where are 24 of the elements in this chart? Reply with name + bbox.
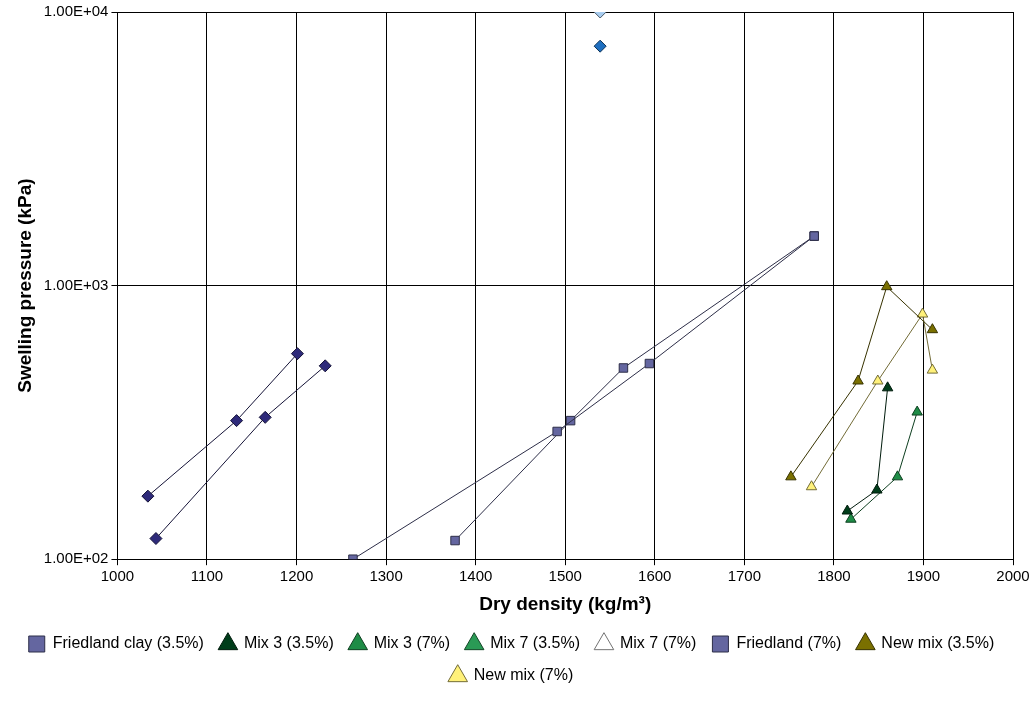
y-axis-title: Swelling pressure (kPa)	[13, 178, 35, 393]
x-tick-label: 1900	[906, 567, 941, 585]
x-tick-label: 1200	[279, 567, 314, 585]
x-tick-label: 1400	[458, 567, 493, 585]
x-tick-label: 1700	[727, 567, 762, 585]
legend-label: Mix 3 (7%)	[373, 634, 451, 652]
x-tick-label: 1500	[548, 567, 582, 585]
x-tick-label: 1000	[100, 567, 135, 585]
x-tick-label: 2000	[996, 567, 1030, 585]
legend-label: New mix (3.5%)	[881, 634, 995, 652]
x-axis-title: Dry density (kg/m³)	[479, 592, 652, 614]
legend-label: Mix 7 (3.5%)	[490, 634, 580, 652]
y-tick-label: 1.00E+02	[43, 549, 109, 567]
y-tick-label: 1.00E+03	[43, 275, 109, 293]
y-tick-label: 1.00E+04	[43, 2, 109, 20]
x-tick-label: 1300	[369, 567, 403, 585]
x-tick-label: 1800	[817, 567, 851, 585]
legend-label: Friedland (7%)	[736, 634, 842, 652]
legend-label: Mix 7 (7%)	[619, 634, 697, 652]
legend-label: New mix (7%)	[473, 666, 574, 684]
x-tick-label: 1100	[190, 567, 224, 585]
legend-label: Friedland clay (3.5%)	[52, 634, 204, 652]
x-tick-label: 1600	[638, 567, 672, 585]
legend-label: Mix 3 (3.5%)	[243, 634, 334, 652]
